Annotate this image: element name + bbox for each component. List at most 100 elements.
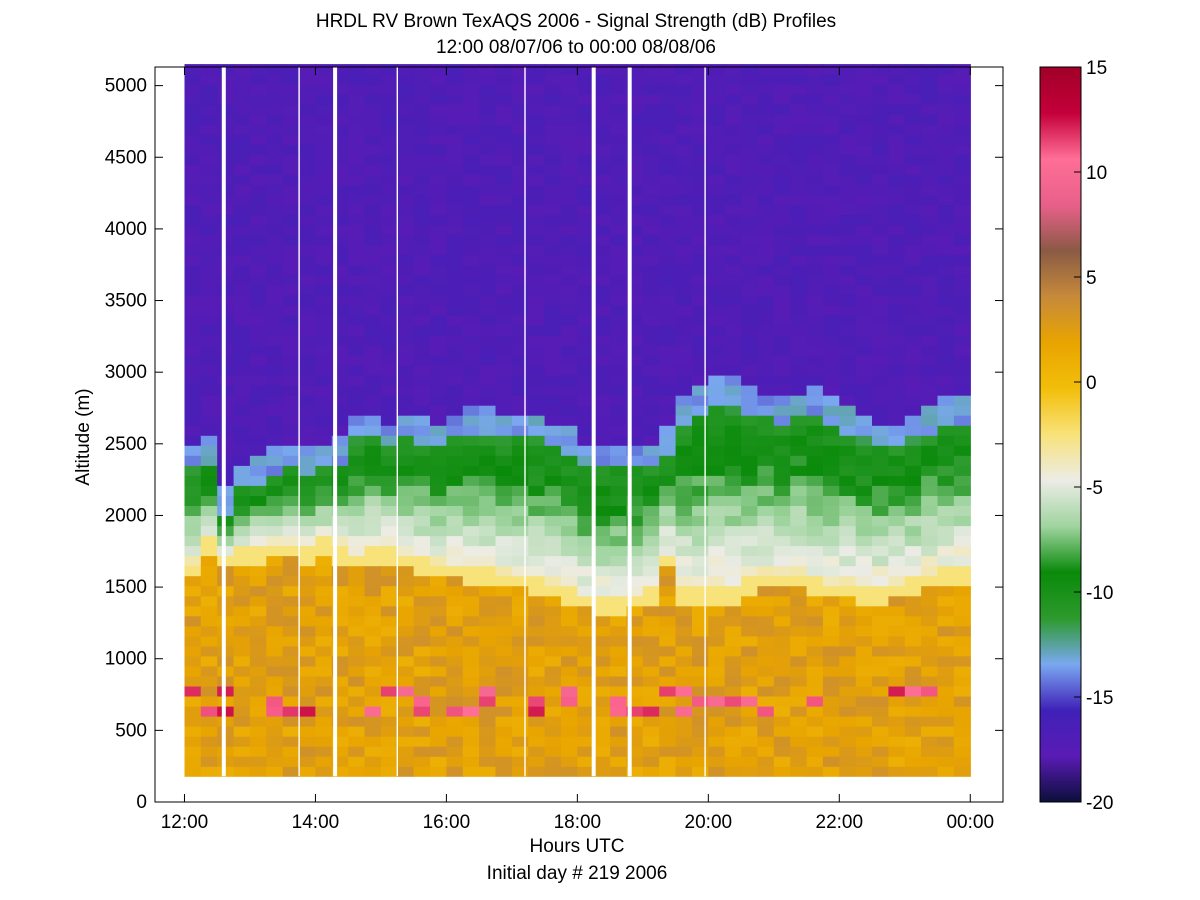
heatmap-cell <box>528 204 546 216</box>
heatmap-cell <box>953 264 971 276</box>
heatmap-cell <box>757 174 775 186</box>
heatmap-cell <box>888 736 906 747</box>
heatmap-cell <box>675 345 693 356</box>
heatmap-cell <box>479 134 497 145</box>
heatmap-cell <box>331 675 349 687</box>
heatmap-cell <box>692 94 709 105</box>
heatmap-cell <box>249 284 267 296</box>
heatmap-cell <box>397 405 415 416</box>
heatmap-cell <box>675 94 693 105</box>
heatmap-cell <box>249 485 267 496</box>
heatmap-cell <box>822 485 840 496</box>
heatmap-cell <box>462 385 480 396</box>
heatmap-cell <box>642 655 660 667</box>
heatmap-cell <box>479 605 497 617</box>
heatmap-cell <box>430 625 447 637</box>
heatmap-cell <box>479 365 497 376</box>
heatmap-cell <box>773 545 791 557</box>
heatmap-cell <box>348 154 366 165</box>
heatmap-cell <box>479 324 497 336</box>
heatmap-cell <box>446 615 464 627</box>
heatmap-cell <box>692 355 709 366</box>
heatmap-cell <box>348 415 366 426</box>
heatmap-cell <box>233 405 251 416</box>
heatmap-cell <box>430 655 447 667</box>
heatmap-cell <box>675 475 693 486</box>
heatmap-cell <box>642 124 660 135</box>
heatmap-cell <box>233 254 251 266</box>
heatmap-cell <box>659 766 677 777</box>
heatmap-cell <box>659 425 677 436</box>
heatmap-cell <box>642 535 660 547</box>
heatmap-cell <box>953 234 971 246</box>
heatmap-cell <box>626 284 644 296</box>
heatmap-cell <box>642 104 660 115</box>
heatmap-cell <box>642 304 660 316</box>
heatmap-cell <box>544 605 562 617</box>
heatmap-cell <box>528 766 546 777</box>
heatmap-cell <box>348 605 366 617</box>
heatmap-cell <box>249 685 267 697</box>
heatmap-cell <box>364 585 382 597</box>
heatmap-cell <box>790 425 808 436</box>
heatmap-cell <box>577 555 595 567</box>
heatmap-cell <box>528 435 546 446</box>
heatmap-cell <box>953 685 971 697</box>
heatmap-cell <box>937 405 955 416</box>
heatmap-cell <box>675 204 693 216</box>
heatmap-cell <box>479 124 497 135</box>
heatmap-cell <box>855 736 873 747</box>
heatmap-cell <box>610 455 628 466</box>
heatmap-cell <box>610 435 628 446</box>
heatmap-cell <box>462 134 480 145</box>
heatmap-cell <box>872 726 889 737</box>
heatmap-cell <box>953 114 971 125</box>
heatmap-cell <box>577 505 595 516</box>
heatmap-cell <box>315 475 333 486</box>
heatmap-cell <box>626 144 644 155</box>
heatmap-cell <box>659 505 677 516</box>
heatmap-cell <box>921 64 939 75</box>
heatmap-cell <box>937 505 955 516</box>
heatmap-cell <box>544 244 562 256</box>
heatmap-cell <box>888 395 906 406</box>
heatmap-cell <box>528 334 546 346</box>
heatmap-cell <box>299 244 317 256</box>
heatmap-cell <box>724 314 742 326</box>
heatmap-cell <box>626 706 644 717</box>
colorbar-tick-label: 0 <box>1086 373 1097 394</box>
heatmap-cell <box>888 355 906 366</box>
heatmap-cell <box>937 294 955 306</box>
heatmap-cell <box>561 64 578 75</box>
heatmap-cell <box>528 645 546 657</box>
heatmap-cell <box>479 114 497 125</box>
heatmap-cell <box>806 485 824 496</box>
heatmap-cell <box>544 104 562 115</box>
heatmap-cell <box>446 766 464 777</box>
heatmap-cell <box>479 756 497 767</box>
heatmap-cell <box>642 706 660 717</box>
heatmap-cell <box>282 405 300 416</box>
heatmap-cell <box>348 345 366 356</box>
heatmap-cell <box>593 234 611 246</box>
y-tick-label: 2000 <box>105 505 147 526</box>
heatmap-cell <box>561 395 578 406</box>
heatmap-cell <box>495 134 513 145</box>
heatmap-cell <box>299 114 317 125</box>
heatmap-cell <box>348 204 366 216</box>
heatmap-cell <box>282 224 300 236</box>
heatmap-cell <box>364 395 382 406</box>
heatmap-cell <box>479 334 497 346</box>
heatmap-cell <box>822 334 840 346</box>
heatmap-cell <box>380 144 398 155</box>
heatmap-cell <box>430 194 447 206</box>
heatmap-cell <box>855 345 873 356</box>
heatmap-cell <box>413 615 431 627</box>
heatmap-cell <box>413 264 431 276</box>
heatmap-cell <box>315 465 333 476</box>
heatmap-cell <box>233 94 251 105</box>
heatmap-cell <box>315 274 333 286</box>
heatmap-cell <box>511 505 529 516</box>
heatmap-cell <box>561 425 578 436</box>
heatmap-cell <box>446 264 464 276</box>
